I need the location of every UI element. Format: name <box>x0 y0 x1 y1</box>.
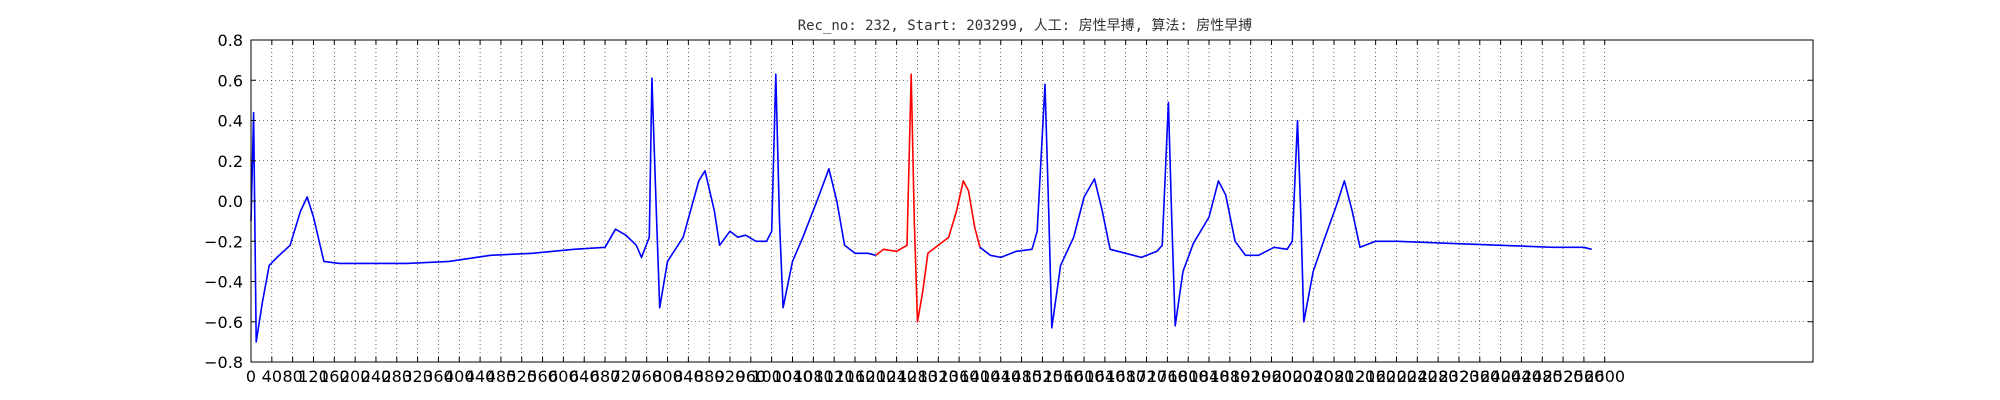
x-tick-label: 440 <box>465 367 496 386</box>
ecg-series <box>250 73 1592 343</box>
x-tick-label: 1800 <box>1168 367 1209 386</box>
x-tick-label: 1880 <box>1209 367 1250 386</box>
x-tick-label: 2400 <box>1480 367 1521 386</box>
y-tick-label: −0.8 <box>204 353 243 372</box>
x-tick-label: 1200 <box>855 367 896 386</box>
x-tick-label: 80 <box>282 367 302 386</box>
x-tick-label: 2000 <box>1272 367 1313 386</box>
y-tick-label: −0.6 <box>204 313 243 332</box>
x-tick-label: 1760 <box>1147 367 1188 386</box>
x-tick-label: 1400 <box>960 367 1001 386</box>
x-tick-label: 1280 <box>897 367 938 386</box>
x-tick-label: 960 <box>736 367 767 386</box>
ecg-series-line-1 <box>875 73 981 323</box>
x-tick-label: 200 <box>340 367 371 386</box>
y-tick-label: −0.2 <box>204 232 243 251</box>
x-tick-label: 160 <box>319 367 350 386</box>
x-tick-label: 800 <box>652 367 683 386</box>
ecg-series-line-0 <box>250 73 876 343</box>
x-tick-label: 120 <box>298 367 329 386</box>
x-tick-label: 560 <box>527 367 558 386</box>
ecg-series-line-2 <box>979 83 1592 329</box>
x-tick-label: 600 <box>548 367 579 386</box>
x-tick-label: 2240 <box>1397 367 1438 386</box>
x-tick-label: 1960 <box>1251 367 1292 386</box>
x-tick-label: 0 <box>246 367 256 386</box>
y-axis: 0.8 0.6 0.4 0.2 0.0 −0.2 −0.4 −0.6 −0.8 <box>204 31 1813 372</box>
x-tick-label: 2200 <box>1376 367 1417 386</box>
x-tick-label: 1440 <box>980 367 1021 386</box>
x-tick-label: 1080 <box>793 367 834 386</box>
x-tick-label: 1680 <box>1105 367 1146 386</box>
x-tick-label: 2080 <box>1314 367 1355 386</box>
x-tick-label: 1640 <box>1085 367 1126 386</box>
x-tick-label: 2040 <box>1293 367 1334 386</box>
x-tick-label: 2360 <box>1459 367 1500 386</box>
x-tick-label: 1040 <box>772 367 813 386</box>
x-tick-label: 1720 <box>1126 367 1167 386</box>
x-tick-label: 840 <box>673 367 704 386</box>
x-tick-label: 640 <box>569 367 600 386</box>
y-tick-label: 0.4 <box>218 112 243 131</box>
x-tick-label: 2520 <box>1543 367 1584 386</box>
x-tick-label: 1920 <box>1230 367 1271 386</box>
x-tick-label: 2600 <box>1584 367 1625 386</box>
x-tick-label: 2440 <box>1501 367 1542 386</box>
x-tick-label: 720 <box>611 367 642 386</box>
x-tick-label: 1480 <box>1001 367 1042 386</box>
x-tick-label: 1120 <box>814 367 855 386</box>
y-tick-label: 0.2 <box>218 152 243 171</box>
x-tick-label: 400 <box>444 367 475 386</box>
grid <box>251 40 1813 362</box>
x-tick-label: 320 <box>402 367 433 386</box>
y-tick-label: 0.8 <box>218 31 243 50</box>
x-tick-label: 2480 <box>1522 367 1563 386</box>
x-tick-label: 2280 <box>1418 367 1459 386</box>
chart-title: Rec_no: 232, Start: 203299, 人工: 房性早搏, 算法… <box>798 17 1253 34</box>
y-tick-label: 0.6 <box>218 71 243 90</box>
x-tick-label: 2320 <box>1439 367 1480 386</box>
x-tick-label: 1240 <box>876 367 917 386</box>
x-tick-label: 1520 <box>1022 367 1063 386</box>
x-tick-label: 2160 <box>1355 367 1396 386</box>
x-tick-label: 2560 <box>1564 367 1605 386</box>
x-tick-label: 1840 <box>1189 367 1230 386</box>
x-tick-label: 1600 <box>1064 367 1105 386</box>
x-tick-label: 2120 <box>1334 367 1375 386</box>
y-tick-label: −0.4 <box>204 273 243 292</box>
x-tick-label: 1000 <box>751 367 792 386</box>
x-tick-label: 520 <box>506 367 537 386</box>
x-tick-label: 280 <box>382 367 413 386</box>
x-tick-label: 1560 <box>1043 367 1084 386</box>
x-tick-label: 760 <box>631 367 662 386</box>
x-tick-label: 1320 <box>918 367 959 386</box>
x-tick-label: 240 <box>361 367 392 386</box>
x-axis: 0 40 8012016020024028032036040044048052056… <box>246 40 1625 386</box>
x-tick-label: 1160 <box>835 367 876 386</box>
x-tick-label: 920 <box>715 367 746 386</box>
x-tick-label: 480 <box>486 367 517 386</box>
x-tick-label: 360 <box>423 367 454 386</box>
x-tick-label: 1360 <box>939 367 980 386</box>
x-tick-label: 40 <box>262 367 282 386</box>
x-tick-label: 880 <box>694 367 725 386</box>
y-tick-label: 0.0 <box>218 192 243 211</box>
x-tick-label: 680 <box>590 367 621 386</box>
